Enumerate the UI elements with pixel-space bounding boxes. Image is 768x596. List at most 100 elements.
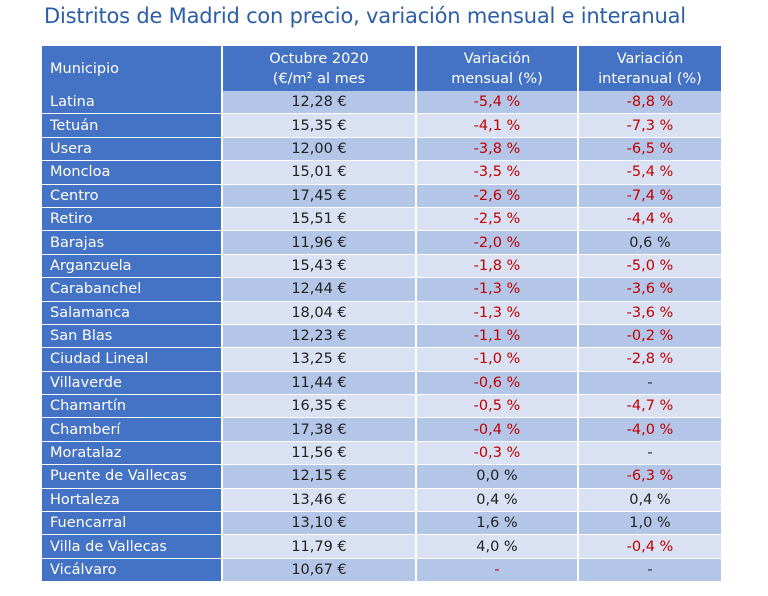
table-row: Centro 17,45 € -2,6 % -7,4 % <box>42 184 721 208</box>
cell-municipio: Villaverde <box>42 371 223 396</box>
cell-variacion-mensual: -1,0 % <box>416 347 579 372</box>
cell-variacion-mensual: 1,6 % <box>416 511 579 536</box>
header-precio: Octubre 2020 (€/m² al mes <box>222 46 417 91</box>
cell-precio: 18,04 € <box>222 301 417 325</box>
table-header-row: Municipio Octubre 2020 (€/m² al mes Vari… <box>42 46 721 91</box>
cell-variacion-mensual: -0,3 % <box>416 441 579 466</box>
table-row: Hortaleza 13,46 €0,4 % 0,4 % <box>42 488 721 513</box>
cell-municipio: Retiro <box>42 207 223 232</box>
cell-variacion-interanual: 1,0 % <box>578 511 721 536</box>
cell-precio: 15,35 € <box>222 113 417 138</box>
cell-precio: 16,35 € <box>222 394 417 419</box>
cell-variacion-interanual: -7,4 % <box>578 184 721 208</box>
cell-variacion-interanual: -2,8 % <box>578 347 721 372</box>
cell-municipio: Barajas <box>42 230 223 255</box>
table-row: Salamanca 18,04 € -1,3 % -3,6 % <box>42 301 721 325</box>
cell-variacion-mensual: 0,0 % <box>416 464 579 489</box>
cell-variacion-interanual: -5,0 % <box>578 254 721 279</box>
cell-variacion-interanual: 0,6 % <box>578 230 721 255</box>
cell-precio: 15,43 € <box>222 254 417 279</box>
cell-municipio: Arganzuela <box>42 254 223 279</box>
cell-municipio: Salamanca <box>42 301 223 325</box>
table-row: Retiro 15,51 € -2,5 % -4,4 % <box>42 207 721 232</box>
cell-precio: 13,10 € <box>222 511 417 536</box>
header-mensual-line2: mensual (%) <box>451 70 543 87</box>
table-row: Moncloa 15,01 € -3,5 % -5,4 % <box>42 160 721 185</box>
cell-municipio: Chamartín <box>42 394 223 419</box>
cell-variacion-interanual: -7,3 % <box>578 113 721 138</box>
cell-municipio: Carabanchel <box>42 277 223 302</box>
cell-municipio: Fuencarral <box>42 511 223 536</box>
cell-variacion-mensual: -1,8 % <box>416 254 579 279</box>
cell-municipio: Moratalaz <box>42 441 223 466</box>
table-row: Moratalaz 11,56 € -0,3 % - <box>42 441 721 466</box>
cell-variacion-interanual: -0,2 % <box>578 324 721 349</box>
districts-table: Municipio Octubre 2020 (€/m² al mes Vari… <box>42 46 721 583</box>
cell-variacion-interanual: -3,6 % <box>578 301 721 325</box>
table-row: Chamberí 17,38 € -0,4 % -4,0 % <box>42 417 721 442</box>
table-row: Usera 12,00 € -3,8 % -6,5 % <box>42 137 721 162</box>
cell-precio: 17,45 € <box>222 184 417 208</box>
cell-variacion-mensual: -4,1 % <box>416 113 579 138</box>
cell-precio: 11,56 € <box>222 441 417 466</box>
header-precio-line2: (€/m² al mes <box>272 70 366 87</box>
header-mensual-line1: Variación <box>463 50 531 67</box>
cell-precio: 11,44 € <box>222 371 417 396</box>
table-row: Tetuán 15,35 € -4,1 % -7,3 % <box>42 113 721 138</box>
table-row: Latina 12,28 € -5,4 % -8,8 % <box>42 91 721 115</box>
cell-precio: 11,96 € <box>222 230 417 255</box>
cell-precio: 12,28 € <box>222 91 417 115</box>
header-interanual-line2: interanual (%) <box>598 70 702 87</box>
cell-municipio: Ciudad Lineal <box>42 347 223 372</box>
cell-municipio: Moncloa <box>42 160 223 185</box>
cell-variacion-mensual: -2,6 % <box>416 184 579 208</box>
cell-variacion-interanual: -4,0 % <box>578 417 721 442</box>
cell-variacion-mensual: -5,4 % <box>416 91 579 115</box>
cell-precio: 12,15 € <box>222 464 417 489</box>
cell-variacion-mensual: -1,1 % <box>416 324 579 349</box>
cell-variacion-mensual: - <box>416 558 579 583</box>
cell-variacion-mensual: -3,5 % <box>416 160 579 185</box>
cell-variacion-mensual: -2,5 % <box>416 207 579 232</box>
cell-municipio: Puente de Vallecas <box>42 464 223 489</box>
cell-precio: 15,01 € <box>222 160 417 185</box>
table-row: Puente de Vallecas 12,15 €0,0 % -6,3 % <box>42 464 721 489</box>
cell-variacion-interanual: -4,7 % <box>578 394 721 419</box>
cell-municipio: Vicálvaro <box>42 558 223 583</box>
table-row: Villa de Vallecas 11,79 €4,0 % -0,4 % <box>42 534 721 559</box>
cell-variacion-mensual: 0,4 % <box>416 488 579 513</box>
table-row: Chamartín 16,35 € -0,5 % -4,7 % <box>42 394 721 419</box>
cell-variacion-mensual: -0,4 % <box>416 417 579 442</box>
cell-variacion-interanual: -6,3 % <box>578 464 721 489</box>
table-row: Barajas 11,96 € -2,0 % 0,6 % <box>42 230 721 255</box>
page-title: Distritos de Madrid con precio, variació… <box>44 4 686 28</box>
header-mensual: Variación mensual (%) <box>416 46 579 91</box>
cell-variacion-mensual: -2,0 % <box>416 230 579 255</box>
cell-precio: 13,25 € <box>222 347 417 372</box>
table-row: Fuencarral 13,10 €1,6 % 1,0 % <box>42 511 721 536</box>
cell-precio: 17,38 € <box>222 417 417 442</box>
cell-variacion-mensual: -1,3 % <box>416 301 579 325</box>
cell-variacion-mensual: -0,6 % <box>416 371 579 396</box>
cell-variacion-interanual: - <box>578 558 721 583</box>
cell-municipio: Chamberí <box>42 417 223 442</box>
cell-variacion-mensual: -3,8 % <box>416 137 579 162</box>
cell-precio: 12,23 € <box>222 324 417 349</box>
cell-variacion-interanual: 0,4 % <box>578 488 721 513</box>
table-row: Carabanchel 12,44 € -1,3 % -3,6 % <box>42 277 721 302</box>
cell-variacion-interanual: -4,4 % <box>578 207 721 232</box>
table-row: Villaverde 11,44 € -0,6 % - <box>42 371 721 396</box>
cell-municipio: Latina <box>42 91 223 115</box>
table-row: Ciudad Lineal 13,25 € -1,0 % -2,8 % <box>42 347 721 372</box>
cell-variacion-interanual: -5,4 % <box>578 160 721 185</box>
cell-precio: 12,44 € <box>222 277 417 302</box>
cell-variacion-interanual: - <box>578 371 721 396</box>
table-row: Vicálvaro 10,67 € - - <box>42 558 721 583</box>
cell-municipio: San Blas <box>42 324 223 349</box>
cell-precio: 12,00 € <box>222 137 417 162</box>
cell-municipio: Villa de Vallecas <box>42 534 223 559</box>
header-precio-line1: Octubre 2020 <box>269 50 369 67</box>
table-row: San Blas 12,23 € -1,1 % -0,2 % <box>42 324 721 349</box>
header-interanual-line1: Variación <box>616 50 684 67</box>
table-row: Arganzuela 15,43 € -1,8 % -5,0 % <box>42 254 721 279</box>
